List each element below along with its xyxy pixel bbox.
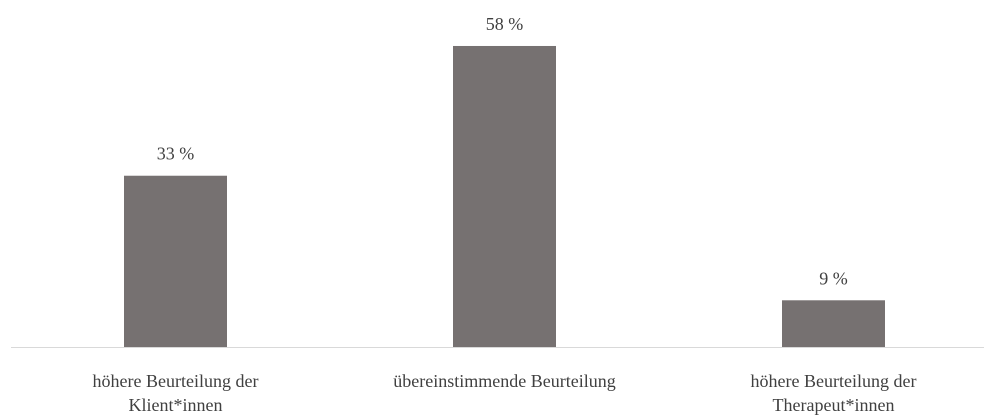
value-label: 9 % [819,268,848,288]
bar [453,45,556,347]
value-label: 33 % [157,144,195,164]
bar [124,175,227,347]
x-tick-label: höhere Beurteilung der Klient*innen [92,371,259,415]
x-tick-label: höhere Beurteilung der Therapeut*innen [750,371,917,415]
value-label: 58 % [486,14,524,34]
bar [782,300,885,347]
x-tick-label: übereinstimmende Beurteilung [393,371,616,391]
